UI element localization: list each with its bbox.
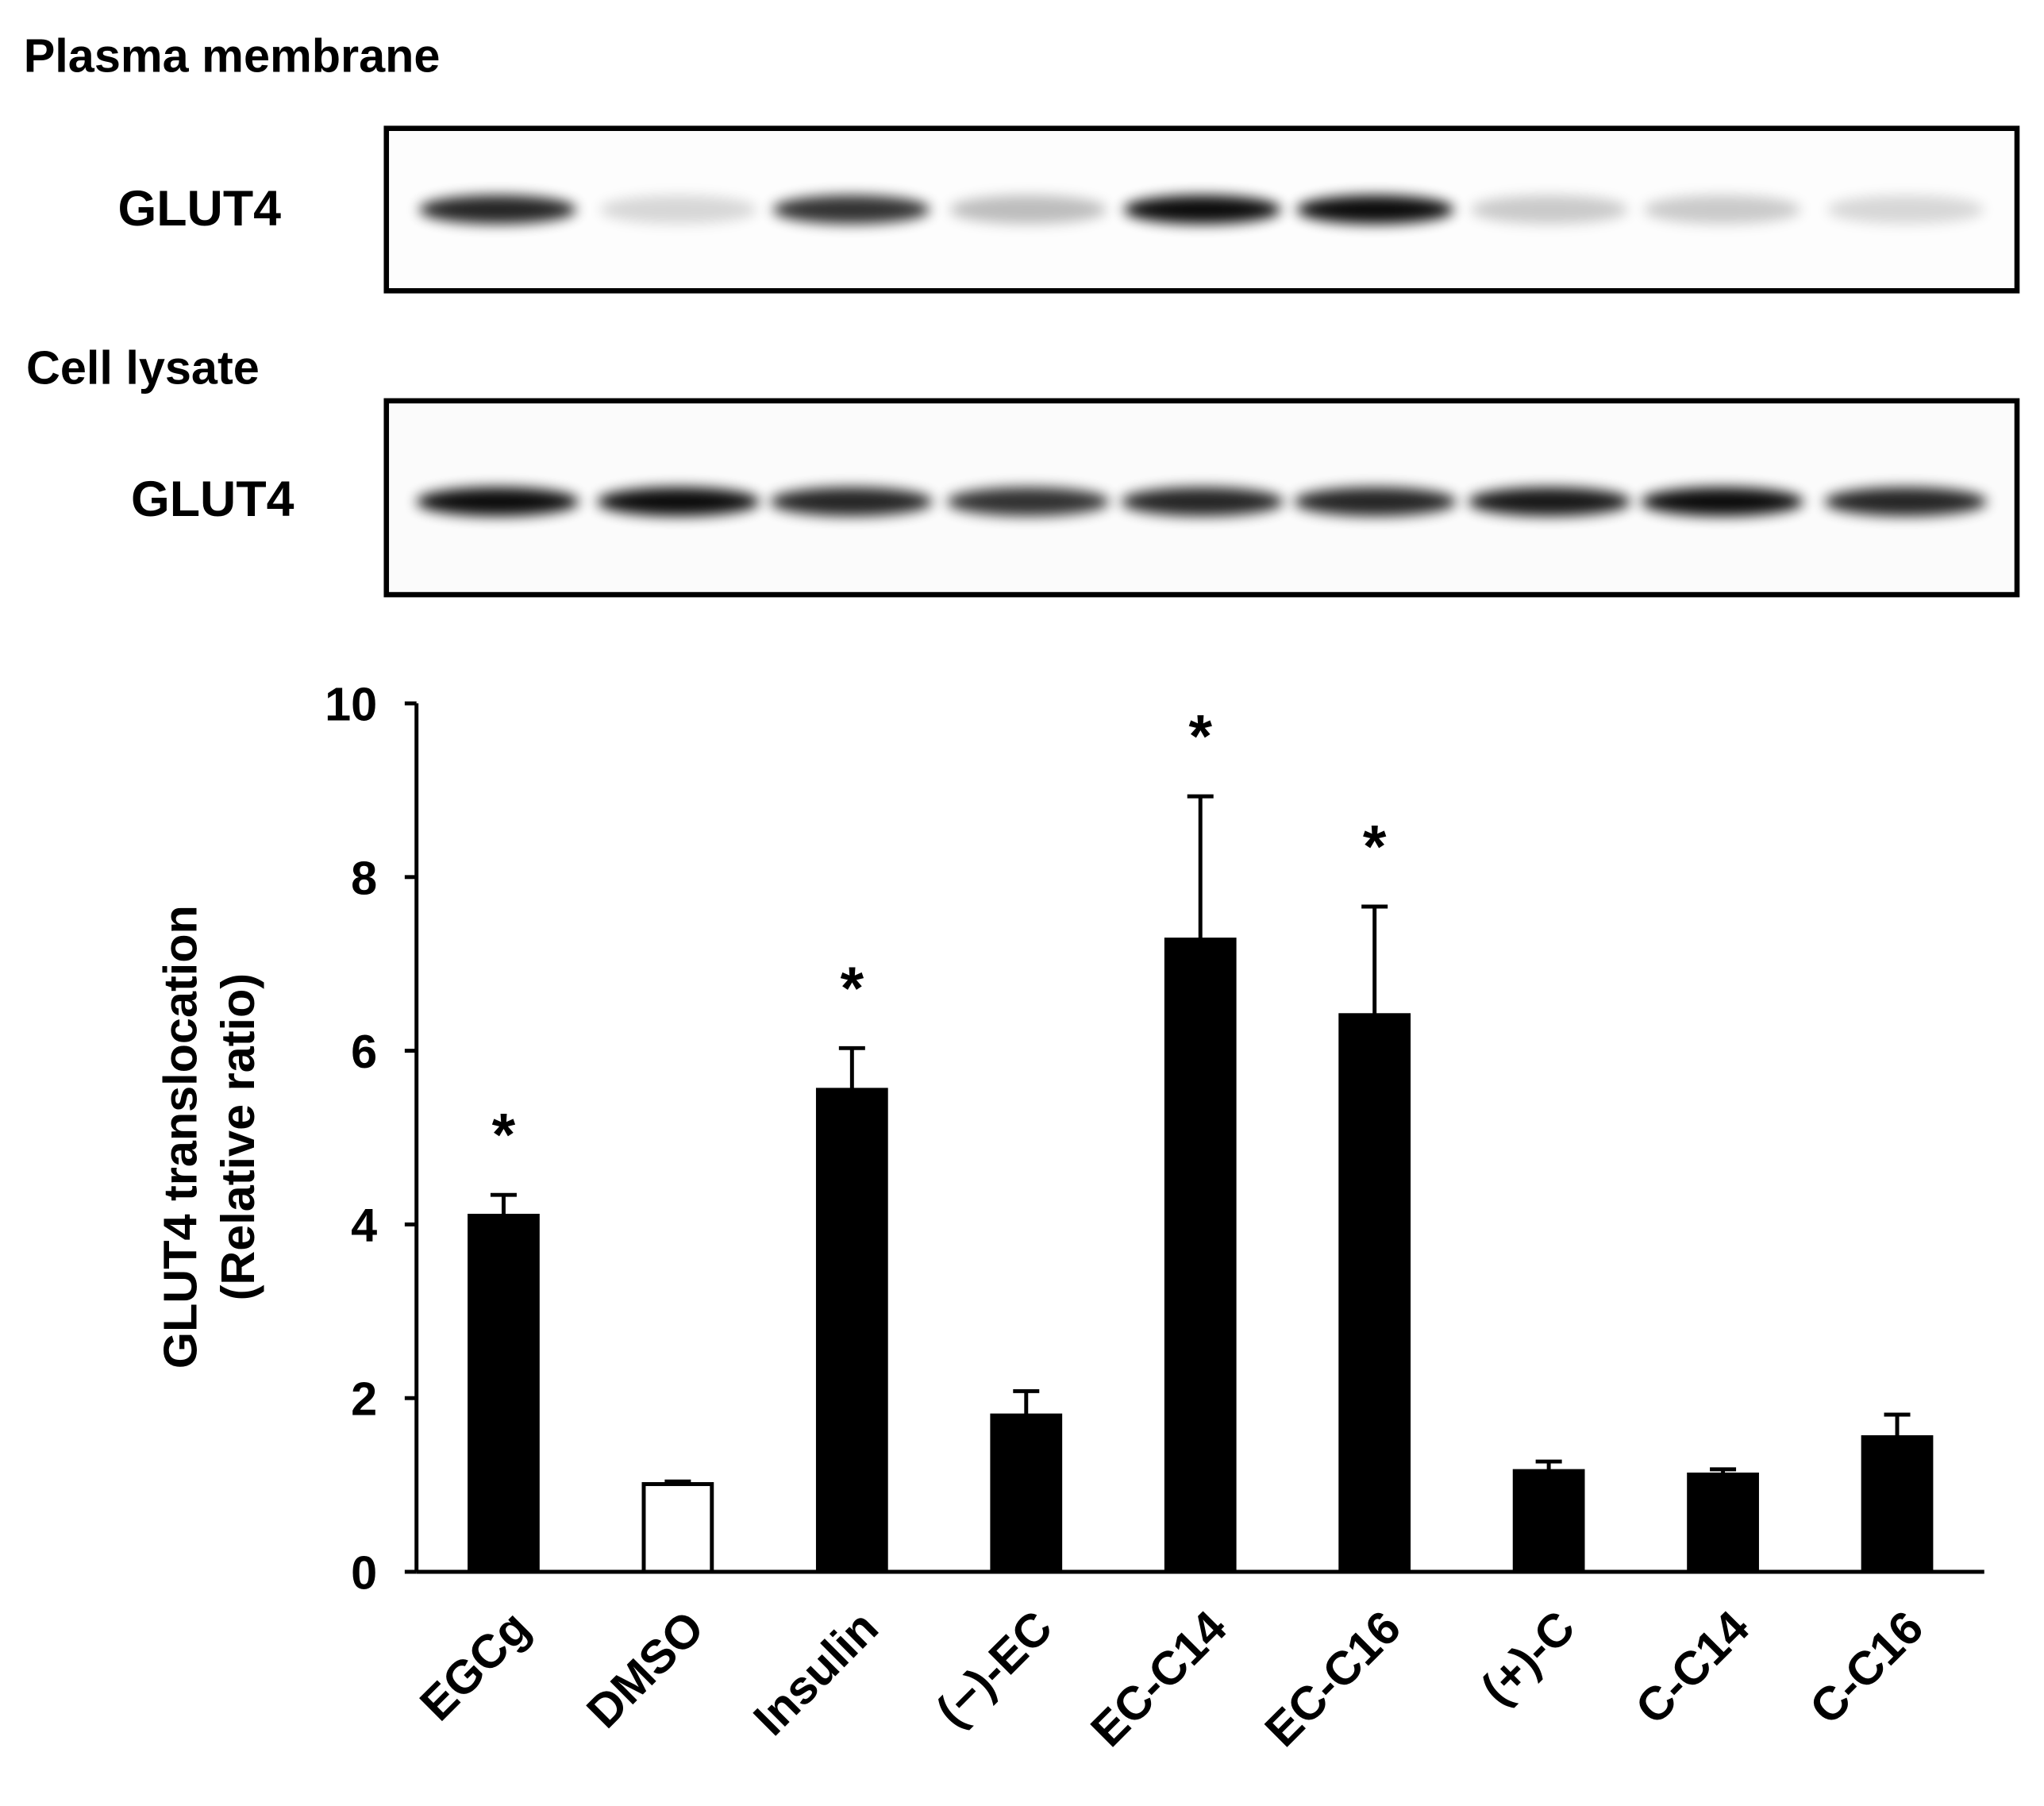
blot-bands: [416, 487, 1988, 517]
bar: [1338, 1013, 1411, 1574]
band: [597, 487, 760, 517]
bar: [468, 1213, 540, 1574]
band: [1123, 194, 1281, 225]
y-tick-label: 10: [325, 677, 377, 730]
band: [599, 194, 757, 225]
significance-mark: *: [841, 955, 864, 1022]
band: [419, 194, 577, 225]
x-tick-label: EGCg: [410, 1600, 540, 1731]
blot-label: GLUT4: [118, 181, 282, 237]
x-tick-label: DMSO: [576, 1600, 714, 1738]
band: [416, 487, 579, 517]
band: [949, 194, 1107, 225]
band: [1824, 487, 1988, 517]
band: [1294, 487, 1457, 517]
x-tick-label: (−)-EC: [926, 1600, 1062, 1737]
bar: [1164, 938, 1237, 1574]
y-axis-label-line: GLUT4 translocation: [154, 905, 207, 1369]
significance-mark: *: [1188, 703, 1212, 771]
band: [772, 194, 930, 225]
x-tick-label: EC-C14: [1080, 1600, 1237, 1757]
y-axis-label: GLUT4 translocation (Relative ratio): [154, 905, 265, 1369]
band: [770, 487, 933, 517]
band: [1296, 194, 1454, 225]
x-tick-label: (+)-C: [1470, 1600, 1584, 1715]
blot-title: Cell lysate: [26, 341, 260, 394]
y-tick-label: 6: [351, 1025, 377, 1078]
bar-chart: 0 2 4 6 8 10 GLUT4 translocation (Relative rati…: [154, 677, 1984, 1757]
y-tick-label: 8: [351, 851, 377, 904]
blot-bands: [419, 194, 1984, 225]
blot-title: Plasma membrane: [24, 29, 441, 83]
bar: [815, 1088, 888, 1574]
band: [1641, 487, 1804, 517]
band: [1827, 194, 1984, 225]
bar: [1687, 1472, 1759, 1574]
band: [1643, 194, 1801, 225]
bar: [1861, 1434, 1934, 1574]
y-tick-label: 0: [351, 1546, 377, 1599]
bar: [990, 1413, 1063, 1574]
y-tick-label: 2: [351, 1373, 377, 1426]
blot-label: GLUT4: [131, 472, 294, 527]
x-tick-label: C-C16: [1800, 1600, 1934, 1735]
x-tick-label: Insulin: [743, 1600, 888, 1746]
x-tick-label: C-C14: [1625, 1600, 1759, 1735]
band: [946, 487, 1110, 517]
band: [1470, 194, 1628, 225]
band: [1468, 487, 1631, 517]
bar: [641, 1482, 714, 1574]
significance-mark: *: [492, 1102, 516, 1169]
bar: [1512, 1469, 1585, 1574]
x-tick-label: EC-C16: [1254, 1600, 1411, 1757]
y-tick-label: 4: [351, 1199, 377, 1252]
y-axis-label-line: (Relative ratio): [211, 973, 264, 1300]
band: [1121, 487, 1284, 517]
significance-mark: *: [1363, 814, 1387, 881]
